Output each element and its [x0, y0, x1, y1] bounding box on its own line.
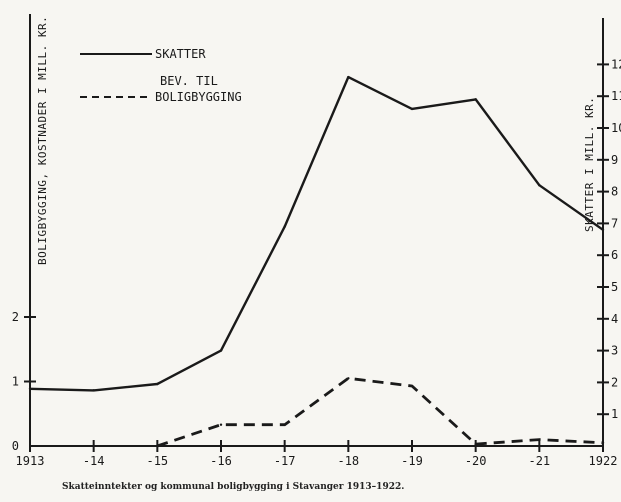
- figure-caption: Skatteinntekter og kommunal boligbygging…: [62, 482, 405, 492]
- y-right-tick-label: 5: [611, 280, 618, 294]
- y-right-tick-label: 9: [611, 153, 618, 167]
- y-left-axis-title: BOLIGBYGGING, KOSTNADER I MILL. KR.: [36, 16, 49, 265]
- y-right-tick-label: 6: [611, 248, 618, 262]
- x-tick-label: -21: [528, 454, 550, 468]
- legend-label-skatter: SKATTER: [155, 47, 206, 61]
- data-point-boligbygging: [410, 384, 414, 388]
- data-point-skatter: [601, 228, 605, 231]
- x-tick-label: -20: [465, 454, 487, 468]
- y-right-tick-label: 10: [611, 121, 621, 135]
- x-tick-label: -19: [401, 454, 423, 468]
- data-point-skatter: [474, 98, 477, 101]
- y-right-tick-label: 3: [611, 344, 618, 358]
- data-point-skatter: [156, 382, 159, 386]
- data-point-skatter: [219, 349, 223, 352]
- y-left-tick-label: 0: [12, 439, 19, 453]
- data-point-skatter: [347, 75, 350, 79]
- y-right-tick-label: 4: [611, 312, 618, 326]
- data-point-boligbygging: [283, 423, 286, 426]
- y-left-tick-label: 1: [12, 375, 19, 389]
- data-point-skatter: [92, 389, 95, 392]
- y-right-tick-label: 2: [611, 375, 618, 389]
- legend-label-bolig-line1: BEV. TIL: [160, 74, 218, 88]
- x-tick-label: 1913: [16, 454, 45, 468]
- x-tick-label: -14: [83, 454, 105, 468]
- data-point-boligbygging: [601, 441, 605, 444]
- x-tick-label: -16: [210, 454, 232, 468]
- y-right-tick-label: 1: [611, 407, 618, 421]
- x-tick-label: -15: [146, 454, 168, 468]
- y-right-tick-label: 8: [611, 185, 618, 199]
- legend: SKATTER BEV. TIL BOLIGBYGGING: [80, 47, 242, 104]
- legend-label-bolig-line2: BOLIGBYGGING: [155, 90, 242, 104]
- data-point-boligbygging: [347, 377, 350, 380]
- y-right-tick-label: 7: [611, 216, 618, 230]
- series-layer: [28, 75, 605, 448]
- data-point-boligbygging: [538, 438, 541, 441]
- y-right-axis-title: SKATTER I MILL. KR.: [583, 97, 596, 232]
- series-line-boligbygging: [156, 376, 604, 448]
- y-right-tick-label: 11: [611, 89, 621, 103]
- data-point-skatter: [283, 225, 286, 228]
- data-point-skatter: [410, 107, 414, 111]
- series-line-skatter: [29, 75, 604, 392]
- data-point-boligbygging: [219, 423, 223, 426]
- y-left-tick-label: 2: [12, 310, 19, 324]
- data-point-boligbygging: [474, 442, 477, 446]
- data-point-boligbygging: [156, 444, 159, 448]
- y-right-tick-label: 12: [611, 57, 621, 71]
- x-tick-label: 1922: [589, 454, 618, 468]
- data-point-skatter: [28, 387, 32, 390]
- x-tick-label: -17: [274, 454, 296, 468]
- data-point-skatter: [538, 184, 541, 187]
- axes: 1913 -14 -15 -16 -17 -18 -19 -20 -21 192201212345…: [12, 14, 621, 468]
- x-tick-label: -18: [337, 454, 359, 468]
